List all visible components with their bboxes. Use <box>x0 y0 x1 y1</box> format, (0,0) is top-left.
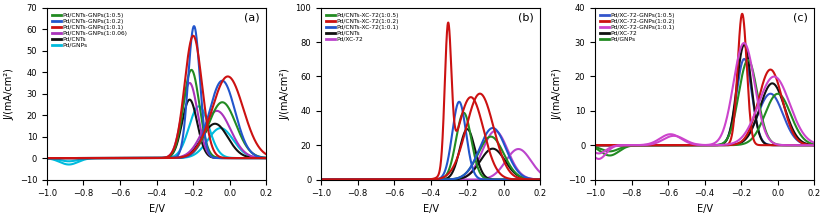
X-axis label: E/V: E/V <box>422 204 439 214</box>
X-axis label: E/V: E/V <box>148 204 164 214</box>
Legend: Pd/XC-72-GNPs(1:0.5), Pd/XC-72-GNPs(1:0.2), Pd/XC-72-GNPs(1:0.1), Pd/XC-72, Pd/G: Pd/XC-72-GNPs(1:0.5), Pd/XC-72-GNPs(1:0.… <box>598 11 677 44</box>
Text: (a): (a) <box>244 13 260 23</box>
Legend: Pd/CNTs-XC-72(1:0.5), Pd/CNTs-XC-72(1:0.2), Pd/CNTs-XC-72(1:0.1), Pd/CNTs, Pd/XC: Pd/CNTs-XC-72(1:0.5), Pd/CNTs-XC-72(1:0.… <box>324 11 402 44</box>
Legend: Pd/CNTs-GNPs(1:0.5), Pd/CNTs-GNPs(1:0.2), Pd/CNTs-GNPs(1:0.1), Pd/CNTs-GNPs(1:0.: Pd/CNTs-GNPs(1:0.5), Pd/CNTs-GNPs(1:0.2)… <box>50 11 130 50</box>
Y-axis label: J/(mA/cm²): J/(mA/cm²) <box>4 68 14 119</box>
Y-axis label: J/(mA/cm²): J/(mA/cm²) <box>280 68 290 119</box>
X-axis label: E/V: E/V <box>696 204 713 214</box>
Y-axis label: J/(mA/cm²): J/(mA/cm²) <box>552 68 563 119</box>
Text: (b): (b) <box>518 13 534 23</box>
Text: (c): (c) <box>793 13 808 23</box>
